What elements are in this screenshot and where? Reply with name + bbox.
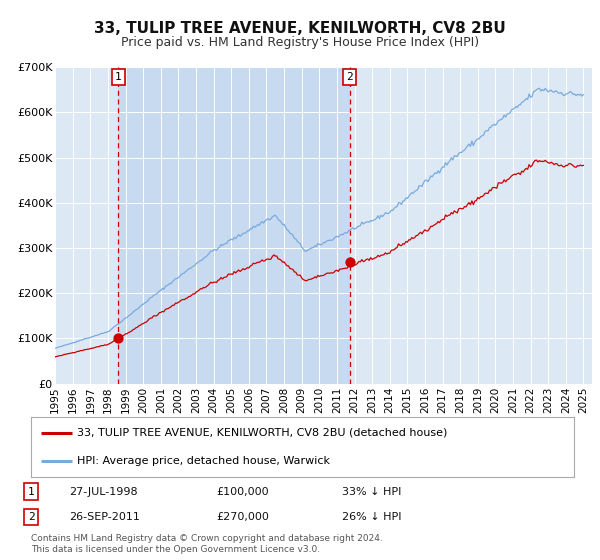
Point [345,257,355,266]
Text: 2: 2 [347,72,353,82]
Text: Contains HM Land Registry data © Crown copyright and database right 2024.: Contains HM Land Registry data © Crown c… [31,534,383,543]
Text: HPI: Average price, detached house, Warwick: HPI: Average price, detached house, Warw… [77,456,331,466]
Text: £270,000: £270,000 [216,512,269,522]
Text: 26% ↓ HPI: 26% ↓ HPI [342,512,401,522]
Text: £100,000: £100,000 [216,487,269,497]
Text: 1: 1 [28,487,35,497]
Text: Price paid vs. HM Land Registry's House Price Index (HPI): Price paid vs. HM Land Registry's House … [121,36,479,49]
Point [113,334,123,343]
Text: 33, TULIP TREE AVENUE, KENILWORTH, CV8 2BU (detached house): 33, TULIP TREE AVENUE, KENILWORTH, CV8 2… [77,428,448,438]
Text: This data is licensed under the Open Government Licence v3.0.: This data is licensed under the Open Gov… [31,545,320,554]
Text: 26-SEP-2011: 26-SEP-2011 [69,512,140,522]
Text: 33, TULIP TREE AVENUE, KENILWORTH, CV8 2BU: 33, TULIP TREE AVENUE, KENILWORTH, CV8 2… [94,21,506,36]
Text: 2: 2 [28,512,35,522]
Text: 1: 1 [115,72,121,82]
Text: 33% ↓ HPI: 33% ↓ HPI [342,487,401,497]
Bar [118,67,350,384]
Text: 27-JUL-1998: 27-JUL-1998 [69,487,137,497]
